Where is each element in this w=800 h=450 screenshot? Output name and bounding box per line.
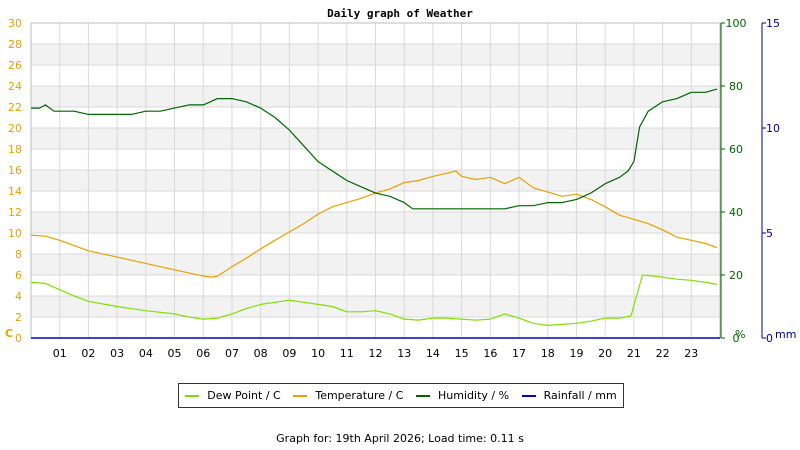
- y-right1-tick-label: 40: [729, 206, 743, 219]
- legend-item-0: Dew Point / C: [185, 389, 281, 402]
- x-tick-label: 14: [426, 347, 440, 360]
- y-left-tick-label: 16: [8, 164, 22, 177]
- footer-line: Graph for: 19th April 2026; Load time: 0…: [0, 432, 800, 445]
- footer-load-time: Load time: 0.11 s: [428, 432, 524, 445]
- x-tick-label: 12: [369, 347, 383, 360]
- series-line-0: [30, 274, 718, 326]
- x-tick-label: 17: [512, 347, 526, 360]
- x-tick-label: 05: [168, 347, 182, 360]
- legend-label: Dew Point / C: [207, 389, 281, 402]
- right-axis-2-unit: mm: [775, 328, 796, 341]
- x-tick-label: 02: [81, 347, 95, 360]
- y-left-tick-label: 2: [15, 311, 22, 324]
- x-tick-label: 16: [483, 347, 497, 360]
- x-tick-label: 19: [569, 347, 583, 360]
- legend-item-2: Humidity / %: [416, 389, 509, 402]
- x-tick-label: 23: [684, 347, 698, 360]
- y-left-tick-label: 10: [8, 227, 22, 240]
- x-tick-label: 22: [656, 347, 670, 360]
- y-left-tick-label: 14: [8, 185, 22, 198]
- y-left-tick-label: 24: [8, 80, 22, 93]
- legend-label: Rainfall / mm: [543, 389, 617, 402]
- x-tick-label: 18: [541, 347, 555, 360]
- y-right2-tick-label: 5: [766, 227, 773, 240]
- y-right1-tick-label: 80: [729, 80, 743, 93]
- y-right2-tick-label: 15: [766, 17, 780, 30]
- y-right1-tick-label: 0: [733, 332, 740, 345]
- series-line-2: [31, 88, 718, 210]
- legend-item-3: Rainfall / mm: [521, 389, 617, 402]
- right-axis-1-unit: %: [735, 328, 745, 341]
- footer-sep: ;: [420, 432, 429, 445]
- legend-label: Temperature / C: [315, 389, 404, 402]
- y-left-tick-label: 30: [8, 17, 22, 30]
- chart-title: Daily graph of Weather: [327, 7, 473, 20]
- y-right2-tick-label: 0: [766, 332, 773, 345]
- footer-date: 19th April 2026: [335, 432, 421, 445]
- y-right1-tick-label: 60: [729, 143, 743, 156]
- y-right2-tick-label: 10: [766, 122, 780, 135]
- x-tick-label: 21: [627, 347, 641, 360]
- x-tick-label: 07: [225, 347, 239, 360]
- legend-swatch: [521, 394, 536, 397]
- legend-swatch: [416, 394, 431, 397]
- y-right1-tick-label: 100: [726, 17, 747, 30]
- x-tick-label: 10: [311, 347, 325, 360]
- x-tick-label: 13: [397, 347, 411, 360]
- x-tick-label: 04: [139, 347, 153, 360]
- legend-swatch: [185, 394, 200, 397]
- left-axis-unit: C: [5, 327, 13, 340]
- x-tick-label: 03: [110, 347, 124, 360]
- x-tick-label: 08: [254, 347, 268, 360]
- x-tick-label: 11: [340, 347, 354, 360]
- y-left-tick-label: 20: [8, 122, 22, 135]
- x-tick-label: 01: [53, 347, 67, 360]
- y-left-tick-label: 26: [8, 59, 22, 72]
- y-left-tick-label: 28: [8, 38, 22, 51]
- y-left-tick-label: 6: [15, 269, 22, 282]
- y-left-tick-label: 8: [15, 248, 22, 261]
- legend-label: Humidity / %: [438, 389, 510, 402]
- x-tick-label: 06: [196, 347, 210, 360]
- x-tick-label: 09: [282, 347, 296, 360]
- x-tick-label: 15: [455, 347, 469, 360]
- chart-legend: Dew Point / C Temperature / C Humidity / %…: [178, 383, 624, 408]
- series-line-1: [30, 170, 718, 278]
- y-right1-tick-label: 20: [729, 269, 743, 282]
- footer-prefix: Graph for:: [276, 432, 336, 445]
- x-tick-label: 20: [598, 347, 612, 360]
- legend-swatch: [293, 394, 308, 397]
- y-left-tick-label: 0: [15, 332, 22, 345]
- y-left-tick-label: 22: [8, 101, 22, 114]
- y-left-tick-label: 12: [8, 206, 22, 219]
- legend-item-1: Temperature / C: [293, 389, 403, 402]
- y-left-tick-label: 18: [8, 143, 22, 156]
- y-left-tick-label: 4: [15, 290, 22, 303]
